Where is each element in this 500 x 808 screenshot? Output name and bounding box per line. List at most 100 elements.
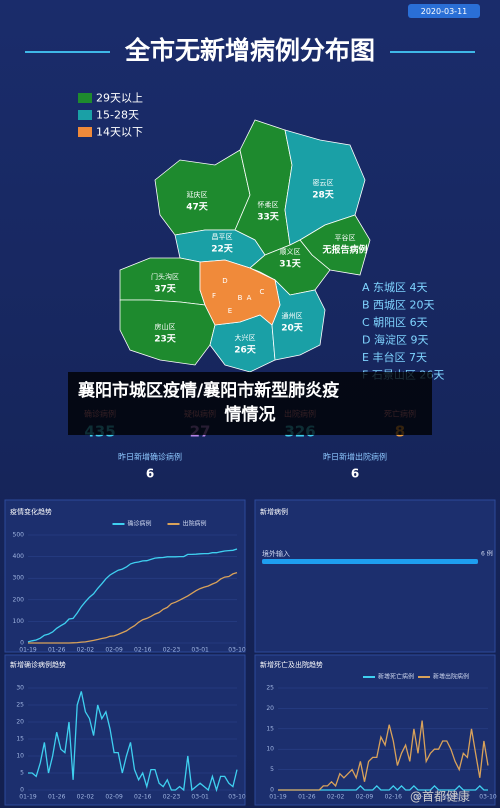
district-name: 平谷区 — [335, 233, 356, 242]
x-tick-label: 03-01 — [442, 794, 460, 801]
district-name: 通州区 — [282, 311, 303, 320]
y-tick-label: 200 — [13, 596, 25, 603]
x-tick-label: 01-26 — [48, 794, 66, 801]
yesterday-value: 6 — [146, 467, 154, 481]
panel — [254, 654, 496, 806]
x-tick-label: 03-10 — [228, 647, 246, 654]
chart-title: 疫情变化趋势 — [10, 507, 52, 516]
district — [119, 257, 206, 306]
y-tick-label: 5 — [270, 766, 274, 773]
core-letter: F — [212, 292, 216, 300]
x-tick-label: 01-26 — [298, 794, 316, 801]
y-tick-label: 25 — [16, 702, 24, 709]
map-legend: 29天以上 15-28天 14天以下 — [78, 92, 143, 139]
legend-label: 15-28天 — [96, 109, 139, 122]
x-tick-label: 02-16 — [385, 794, 403, 801]
y-tick-label: 400 — [13, 553, 25, 560]
district-days: 28天 — [312, 190, 335, 201]
y-tick-label: 10 — [266, 746, 274, 753]
y-tick-label: 15 — [266, 725, 274, 732]
y-tick-label: 15 — [16, 736, 24, 743]
x-tick-label: 02-16 — [134, 647, 152, 654]
y-tick-label: 0 — [270, 787, 274, 794]
bar — [262, 559, 478, 564]
y-tick-label: 20 — [266, 705, 274, 712]
caption: 情情况 — [225, 404, 276, 425]
series-line — [278, 720, 489, 791]
district-name: 延庆区 — [187, 190, 208, 199]
x-tick-label: 02-16 — [134, 794, 152, 801]
legend-swatch — [78, 110, 92, 120]
y-tick-label: 500 — [13, 532, 25, 539]
title: 全市无新增病例分布图 — [124, 36, 375, 65]
map — [119, 119, 371, 373]
y-tick-label: 25 — [266, 685, 274, 692]
legend-swatch — [78, 93, 92, 103]
district-name: 房山区 — [155, 322, 176, 331]
x-tick-label: 03-01 — [191, 647, 209, 654]
x-tick-label: 02-09 — [356, 794, 374, 801]
series-line — [28, 571, 238, 644]
x-tick-label: 01-19 — [19, 794, 37, 801]
x-tick-label: 02-02 — [77, 794, 95, 801]
legend-label: 14天以下 — [96, 126, 143, 139]
bar-label: 境外输入 — [262, 549, 290, 558]
date: 2020-03-11 — [421, 7, 468, 16]
core-letter: B — [238, 294, 243, 302]
core-item: B 西城区 20天 — [362, 299, 435, 312]
x-tick-label: 02-09 — [105, 647, 123, 654]
y-tick-label: 10 — [16, 753, 24, 760]
chart-title: 新增死亡及出院趋势 — [260, 660, 323, 669]
y-tick-label: 300 — [13, 575, 25, 582]
x-tick-label: 02-23 — [163, 647, 181, 654]
caption: 襄阳市城区疫情/襄阳市新型肺炎疫 — [77, 380, 339, 401]
urban-core — [199, 259, 281, 326]
district-days: 47天 — [186, 202, 209, 213]
legend-label: 29天以上 — [96, 92, 143, 105]
core-item: D 海淀区 9天 — [362, 333, 428, 347]
legend-label: 新增出院病例 — [433, 673, 469, 681]
yesterday-value: 6 — [351, 467, 359, 481]
watermark: @首都健康 — [410, 789, 470, 804]
y-tick-label: 0 — [20, 787, 24, 794]
yesterday-label: 昨日新增出院病例 — [323, 452, 387, 462]
district-name: 昌平区 — [212, 233, 233, 241]
y-tick-label: 20 — [16, 719, 24, 726]
x-tick-label: 02-02 — [77, 647, 95, 654]
value-label: 6 例 — [481, 550, 493, 558]
legend-label: 确诊病例 — [128, 520, 152, 528]
x-tick-label: 02-23 — [163, 794, 181, 801]
district-days: 26天 — [234, 345, 257, 356]
y-tick-label: 30 — [16, 685, 24, 692]
district-days: 23天 — [154, 334, 177, 345]
core-letter: C — [260, 288, 265, 296]
y-tick-label: 5 — [20, 770, 24, 777]
district-days: 22天 — [211, 244, 234, 255]
legend-label: 出院病例 — [183, 520, 207, 528]
yesterday-label: 昨日新增确诊病例 — [118, 452, 182, 462]
panel — [4, 654, 246, 806]
district-days: 33天 — [257, 212, 280, 223]
core-item: E 丰台区 7天 — [362, 350, 427, 364]
chart-title: 新增病例 — [260, 507, 288, 516]
core-item: A 东城区 4天 — [362, 281, 428, 294]
district-days: 无报告病例 — [321, 244, 367, 256]
series-line — [27, 548, 238, 643]
date-badge — [408, 4, 480, 18]
x-tick-label: 03-10 — [228, 794, 246, 801]
caption-box — [68, 372, 432, 435]
x-tick-label: 03-01 — [191, 794, 209, 801]
x-tick-label: 02-02 — [327, 794, 345, 801]
series-line — [28, 691, 238, 793]
core-letter: D — [222, 277, 227, 285]
legend-label: 新增死亡病例 — [378, 673, 414, 681]
legend-swatch — [78, 127, 92, 137]
x-tick-label: 01-19 — [19, 647, 37, 654]
district-days: 31天 — [279, 259, 302, 270]
panel — [4, 499, 246, 653]
core-letter: E — [228, 307, 232, 315]
y-tick-label: 100 — [13, 618, 25, 625]
x-tick-label: 01-19 — [269, 794, 287, 801]
